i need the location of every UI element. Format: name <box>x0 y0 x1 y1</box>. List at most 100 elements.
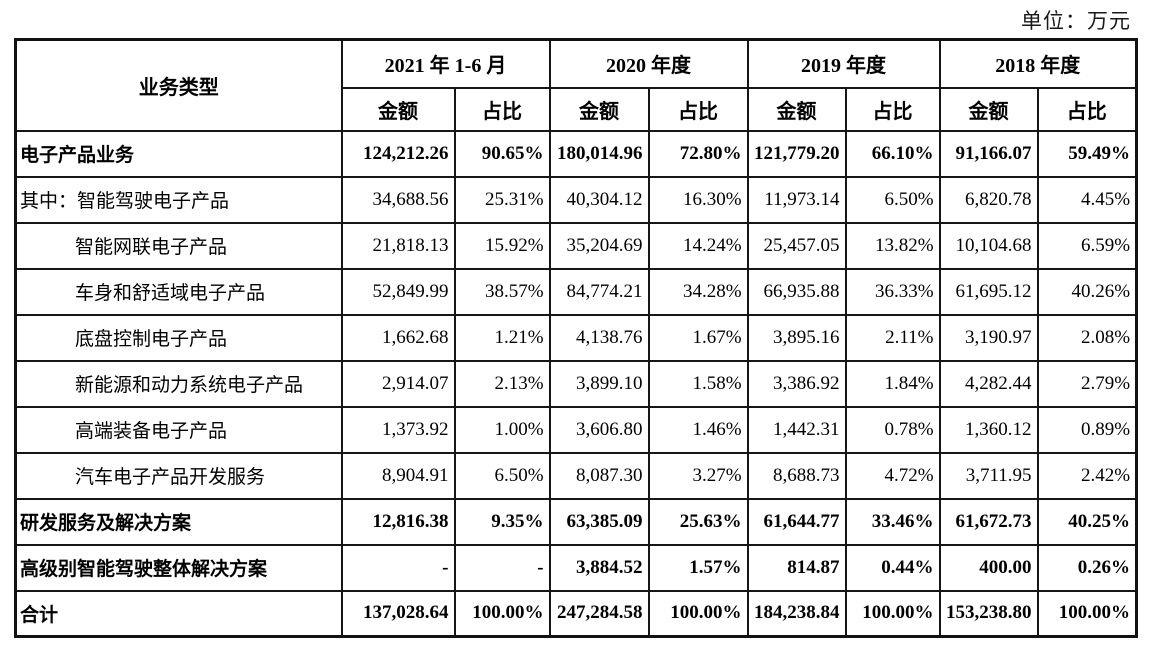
table-row: 新能源和动力系统电子产品 2,914.07 2.13% 3,899.10 1.58% 3,… <box>14 359 1138 408</box>
amount-cell: 11,973.14 <box>746 175 847 224</box>
ratio-cell: 100.00% <box>844 589 941 638</box>
ratio-cell: 38.57% <box>453 267 551 316</box>
header-row-periods: 业务类型 2021 年 1-6 月 2020 年度 2019 年度 2018 年… <box>14 38 1138 132</box>
amount-cell: 4,138.76 <box>548 313 650 362</box>
table-row: 高端装备电子产品 1,373.92 1.00% 3,606.80 1.46% 1,442.… <box>14 405 1138 454</box>
table-row: 研发服务及解决方案 12,816.38 9.35% 63,385.09 25.63% 61… <box>14 497 1138 546</box>
amount-cell: 247,284.58 <box>548 589 650 638</box>
ratio-cell: 9.35% <box>453 497 551 546</box>
sub-header-amount-2020: 金额 <box>548 86 650 132</box>
ratio-cell: 1.57% <box>647 543 749 592</box>
ratio-cell: 1.21% <box>453 313 551 362</box>
amount-cell: 3,895.16 <box>746 313 847 362</box>
ratio-cell: 13.82% <box>844 221 941 270</box>
amount-cell: 814.87 <box>746 543 847 592</box>
table-row: 车身和舒适域电子产品 52,849.99 38.57% 84,774.21 34.28%… <box>14 267 1138 316</box>
amount-cell: 121,779.20 <box>746 129 847 178</box>
row-label: 合计 <box>14 589 343 638</box>
table-body: 电子产品业务 124,212.26 90.65% 180,014.96 72.80% 12… <box>14 129 1138 638</box>
ratio-cell: 6.59% <box>1036 221 1138 270</box>
sub-header-ratio-2018: 占比 <box>1036 86 1138 132</box>
amount-cell: 400.00 <box>938 543 1039 592</box>
table-row: 高级别智能驾驶整体解决方案 - -3,884.52 1.57% 814.87 0.44% 4… <box>14 543 1138 592</box>
amount-cell: 1,442.31 <box>746 405 847 454</box>
unit-label: 单位：万元 <box>1021 9 1131 33</box>
row-label: 车身和舒适域电子产品 <box>14 267 343 316</box>
business-revenue-table: 业务类型 2021 年 1-6 月 2020 年度 2019 年度 2018 年… <box>14 38 1139 638</box>
ratio-cell: 100.00% <box>453 589 551 638</box>
ratio-cell: 16.30% <box>647 175 749 224</box>
amount-cell: 1,360.12 <box>938 405 1039 454</box>
ratio-cell: 1.84% <box>844 359 941 408</box>
ratio-cell: 1.00% <box>453 405 551 454</box>
row-label: 底盘控制电子产品 <box>14 313 343 362</box>
amount-cell: 124,212.26 <box>340 129 456 178</box>
sub-header-ratio-2020: 占比 <box>647 86 749 132</box>
amount-cell: 10,104.68 <box>938 221 1039 270</box>
amount-cell: 3,884.52 <box>548 543 650 592</box>
sub-header-ratio-2021h1: 占比 <box>453 86 551 132</box>
amount-cell: 153,238.80 <box>938 589 1039 638</box>
amount-cell: 2,914.07 <box>340 359 456 408</box>
ratio-cell: 14.24% <box>647 221 749 270</box>
ratio-cell: 1.58% <box>647 359 749 408</box>
row-label: 新能源和动力系统电子产品 <box>14 359 343 408</box>
amount-cell: 61,695.12 <box>938 267 1039 316</box>
amount-cell: 6,820.78 <box>938 175 1039 224</box>
ratio-cell: 0.26% <box>1036 543 1138 592</box>
ratio-cell: 15.92% <box>453 221 551 270</box>
amount-cell: 12,816.38 <box>340 497 456 546</box>
ratio-cell: 6.50% <box>844 175 941 224</box>
ratio-cell: 0.89% <box>1036 405 1138 454</box>
amount-cell: 3,606.80 <box>548 405 650 454</box>
row-label: 研发服务及解决方案 <box>14 497 343 546</box>
amount-cell: 52,849.99 <box>340 267 456 316</box>
period-header-2019: 2019 年度 <box>746 38 941 89</box>
ratio-cell: 59.49% <box>1036 129 1138 178</box>
ratio-cell: 1.67% <box>647 313 749 362</box>
amount-cell: 35,204.69 <box>548 221 650 270</box>
ratio-cell: 2.42% <box>1036 451 1138 500</box>
ratio-cell: 40.25% <box>1036 497 1138 546</box>
amount-cell: 184,238.84 <box>746 589 847 638</box>
table-row: 其中：智能驾驶电子产品 34,688.56 25.31% 40,304.12 16.30… <box>14 175 1138 224</box>
amount-cell: 8,087.30 <box>548 451 650 500</box>
amount-cell: 1,373.92 <box>340 405 456 454</box>
table-row: 电子产品业务 124,212.26 90.65% 180,014.96 72.80% 12… <box>14 129 1138 178</box>
table-row: 底盘控制电子产品 1,662.68 1.21% 4,138.76 1.67% 3,895.… <box>14 313 1138 362</box>
amount-cell: 8,904.91 <box>340 451 456 500</box>
amount-cell: 1,662.68 <box>340 313 456 362</box>
amount-cell: 34,688.56 <box>340 175 456 224</box>
table-row: 汽车电子产品开发服务 8,904.91 6.50% 8,087.30 3.27% 8,68… <box>14 451 1138 500</box>
ratio-cell: 6.50% <box>453 451 551 500</box>
ratio-cell: 33.46% <box>844 497 941 546</box>
ratio-cell: 4.45% <box>1036 175 1138 224</box>
table-row: 智能网联电子产品 21,818.13 15.92% 35,204.69 14.24% 25… <box>14 221 1138 270</box>
ratio-cell: 90.65% <box>453 129 551 178</box>
ratio-cell: 3.27% <box>647 451 749 500</box>
ratio-cell: - <box>453 543 551 592</box>
ratio-cell: 0.44% <box>844 543 941 592</box>
ratio-cell: 100.00% <box>1036 589 1138 638</box>
ratio-cell: 2.11% <box>844 313 941 362</box>
amount-cell: 3,386.92 <box>746 359 847 408</box>
ratio-cell: 4.72% <box>844 451 941 500</box>
amount-cell: 84,774.21 <box>548 267 650 316</box>
table-row: 合计 137,028.64 100.00% 247,284.58 100.00% 184,… <box>14 589 1138 638</box>
ratio-cell: 2.08% <box>1036 313 1138 362</box>
period-header-2018: 2018 年度 <box>938 38 1138 89</box>
amount-cell: 137,028.64 <box>340 589 456 638</box>
ratio-cell: 34.28% <box>647 267 749 316</box>
ratio-cell: 66.10% <box>844 129 941 178</box>
ratio-cell: 100.00% <box>647 589 749 638</box>
column-header-business-type: 业务类型 <box>14 38 343 132</box>
ratio-cell: 0.78% <box>844 405 941 454</box>
ratio-cell: 1.46% <box>647 405 749 454</box>
amount-cell: 25,457.05 <box>746 221 847 270</box>
amount-cell: 66,935.88 <box>746 267 847 316</box>
sub-header-ratio-2019: 占比 <box>844 86 941 132</box>
row-label: 智能网联电子产品 <box>14 221 343 270</box>
ratio-cell: 2.13% <box>453 359 551 408</box>
header-row-subcolumns: 金额 占比 金额 占比 金额 占比 金额 占比 <box>16 86 1138 132</box>
ratio-cell: 36.33% <box>844 267 941 316</box>
